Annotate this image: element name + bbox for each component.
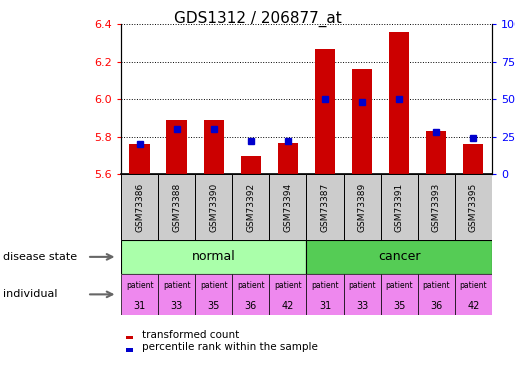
Text: cancer: cancer	[378, 251, 420, 263]
Text: GSM73389: GSM73389	[357, 183, 367, 232]
Text: normal: normal	[192, 251, 235, 263]
Bar	[315, 49, 335, 174]
Text: patient: patient	[200, 281, 228, 290]
Bar	[121, 274, 158, 315]
Text: patient: patient	[126, 281, 153, 290]
Bar	[166, 120, 187, 174]
Text: patient: patient	[311, 281, 339, 290]
Text: GSM73393: GSM73393	[432, 183, 441, 232]
Bar	[269, 274, 306, 315]
Bar	[121, 240, 306, 274]
Text: 36: 36	[430, 301, 442, 311]
Bar	[241, 156, 261, 174]
Bar	[306, 274, 344, 315]
Text: 31: 31	[319, 301, 331, 311]
Text: GSM73394: GSM73394	[283, 183, 293, 232]
Text: percentile rank within the sample: percentile rank within the sample	[142, 342, 318, 352]
Text: transformed count: transformed count	[142, 330, 239, 339]
Text: 31: 31	[133, 301, 146, 311]
Bar	[203, 120, 224, 174]
Bar	[158, 274, 195, 315]
Bar	[269, 174, 306, 240]
Text: GSM73390: GSM73390	[209, 183, 218, 232]
Bar	[158, 174, 195, 240]
Text: 33: 33	[170, 301, 183, 311]
Text: GSM73395: GSM73395	[469, 183, 478, 232]
Bar	[195, 174, 232, 240]
Text: 33: 33	[356, 301, 368, 311]
Bar	[129, 144, 150, 174]
Bar	[344, 274, 381, 315]
Text: patient: patient	[237, 281, 265, 290]
Text: GSM73388: GSM73388	[172, 183, 181, 232]
Text: GSM73392: GSM73392	[246, 183, 255, 232]
Bar	[463, 144, 484, 174]
Bar	[381, 274, 418, 315]
Text: individual: individual	[3, 290, 57, 299]
Text: patient: patient	[348, 281, 376, 290]
Text: 42: 42	[467, 301, 479, 311]
Text: patient: patient	[163, 281, 191, 290]
Bar	[381, 174, 418, 240]
Bar	[121, 174, 158, 240]
Bar	[352, 69, 372, 174]
Bar	[232, 274, 269, 315]
Bar	[418, 174, 455, 240]
Bar	[278, 142, 298, 174]
Text: 36: 36	[245, 301, 257, 311]
Text: 35: 35	[208, 301, 220, 311]
Text: patient: patient	[459, 281, 487, 290]
Bar	[344, 174, 381, 240]
Bar	[455, 174, 492, 240]
Bar	[455, 274, 492, 315]
Text: patient: patient	[385, 281, 413, 290]
Text: GSM73387: GSM73387	[320, 183, 330, 232]
Text: GSM73386: GSM73386	[135, 183, 144, 232]
Bar	[306, 240, 492, 274]
Text: GSM73391: GSM73391	[394, 183, 404, 232]
Text: patient: patient	[274, 281, 302, 290]
Text: disease state: disease state	[3, 252, 77, 262]
Bar	[232, 174, 269, 240]
Text: 35: 35	[393, 301, 405, 311]
Bar	[306, 174, 344, 240]
Bar	[426, 131, 447, 174]
Bar	[418, 274, 455, 315]
Bar	[195, 274, 232, 315]
Bar	[389, 32, 409, 174]
Text: patient: patient	[422, 281, 450, 290]
Text: GDS1312 / 206877_at: GDS1312 / 206877_at	[174, 11, 341, 27]
Text: 42: 42	[282, 301, 294, 311]
